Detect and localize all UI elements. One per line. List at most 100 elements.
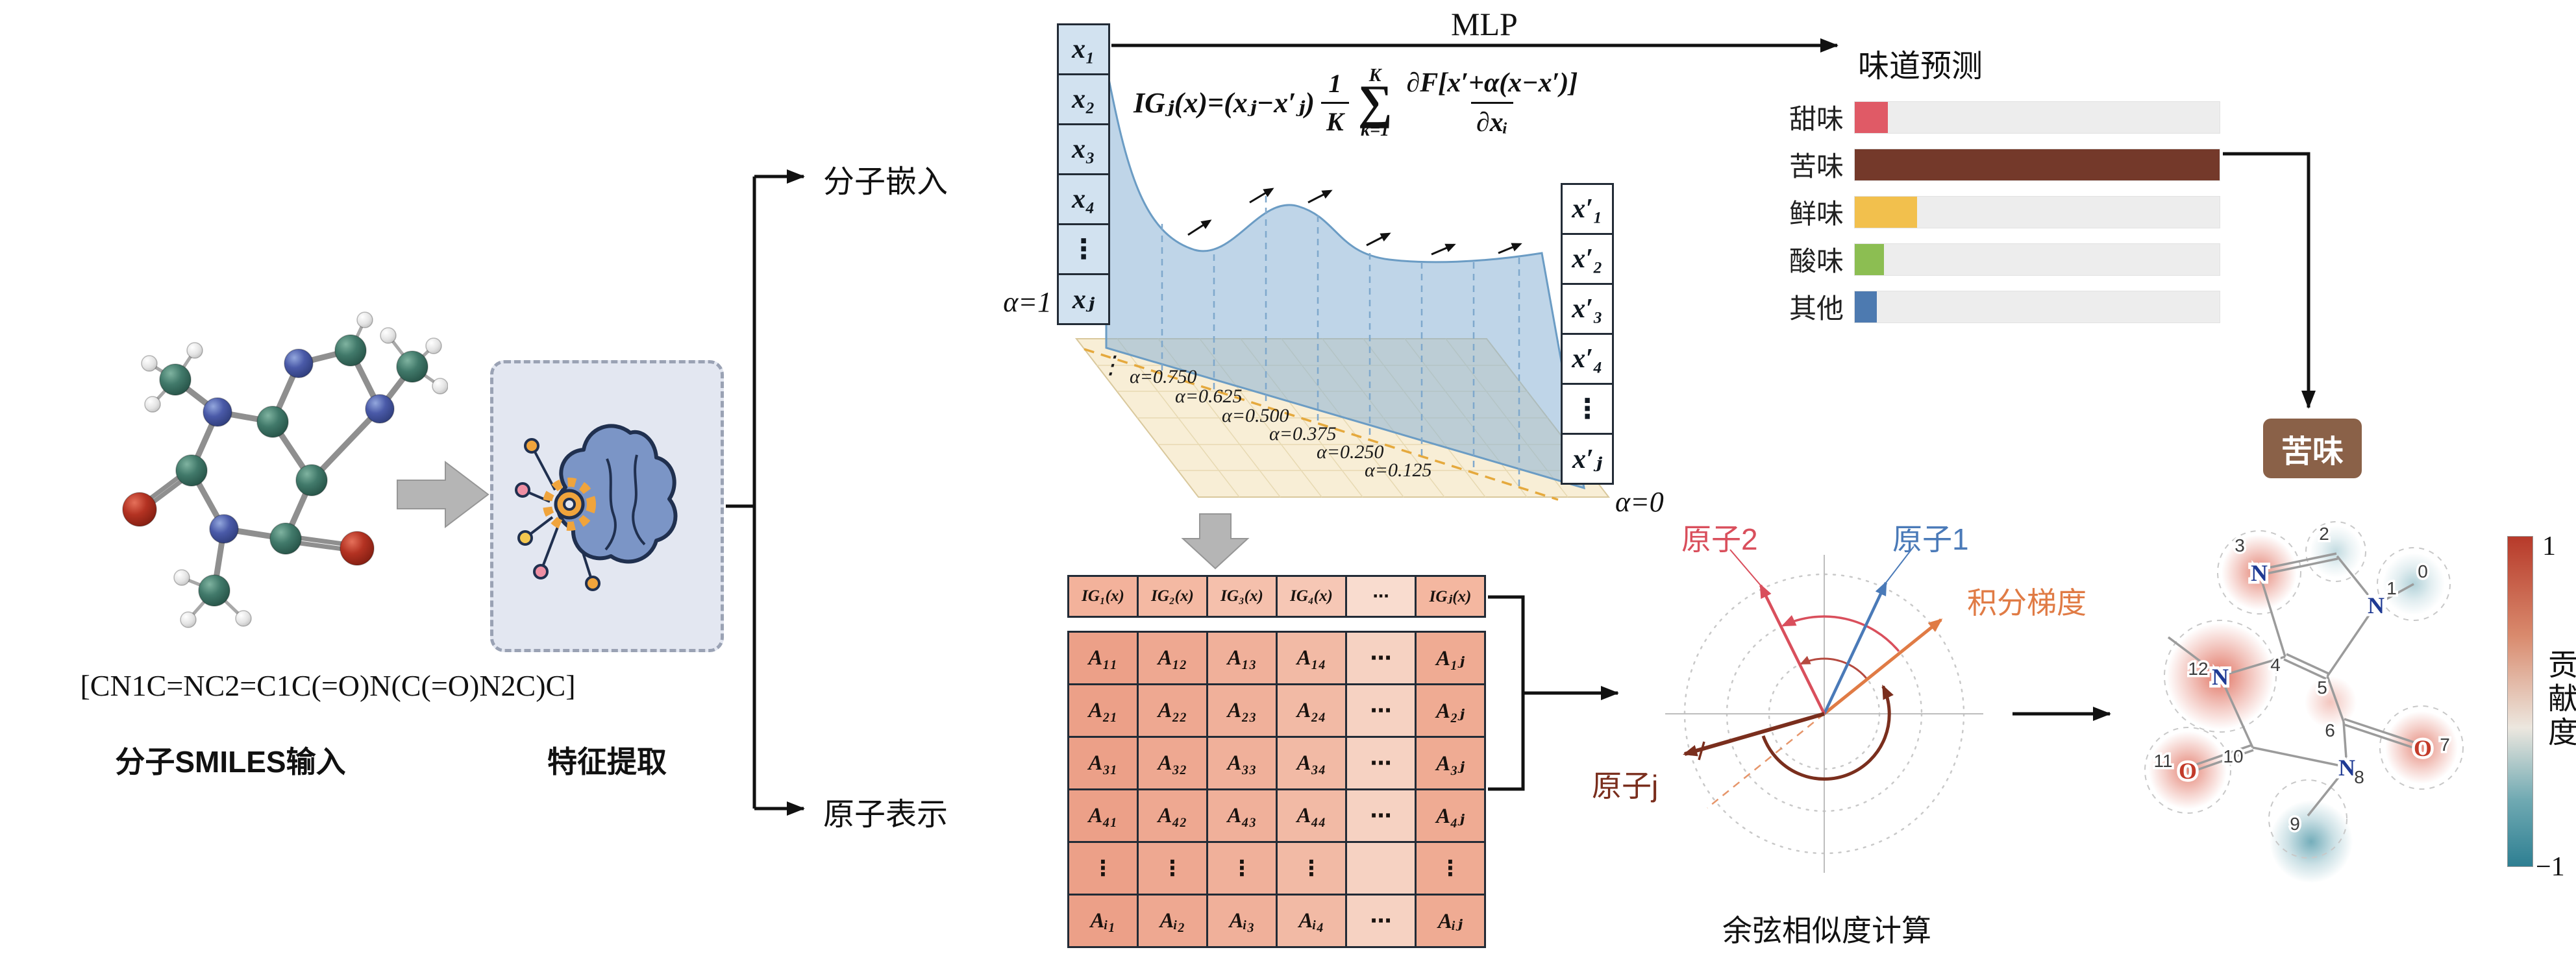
atom-number: 11 bbox=[2153, 751, 2172, 771]
matrix-cell: A₁₁ bbox=[1069, 633, 1137, 683]
x-prime-vector: x′₁ x′₂ x′₃ x′₄ ⋮ x′ⱼ bbox=[1561, 183, 1614, 485]
taste-bar-label: 甜味 bbox=[1789, 104, 1844, 134]
matrix-cell: A₁₃ bbox=[1208, 633, 1276, 683]
atom-symbol: N bbox=[2338, 755, 2355, 781]
matrix-cell: A₁₄ bbox=[1278, 633, 1345, 683]
taste-bar-row: 甜味 bbox=[1789, 97, 2220, 137]
taste-bar-fill bbox=[1855, 149, 2220, 180]
atom1-label: 原子1 bbox=[1892, 522, 1969, 556]
taste-bar-label: 其他 bbox=[1789, 293, 1844, 324]
cosine-similarity-plot bbox=[1665, 546, 1983, 873]
matrix-cell: A₁ⱼ bbox=[1417, 633, 1484, 683]
matrix-cell: Aᵢⱼ bbox=[1417, 896, 1484, 946]
smiles-input-label: 分子SMILES输入 bbox=[115, 745, 346, 779]
x-vector: x₁ x₂ x₃ x₄ ⋮ xⱼ bbox=[1057, 23, 1110, 325]
contribution-blobs bbox=[2149, 526, 2458, 883]
alpha-one-label: α=1 bbox=[1003, 286, 1052, 318]
atom-number: 5 bbox=[2317, 677, 2327, 698]
matrix-cell: ⋯ bbox=[1347, 790, 1415, 841]
alpha-step-label: α=0.750 bbox=[1130, 366, 1197, 387]
result-arrow bbox=[2223, 152, 2316, 409]
atom-matrix: A₁₁ A₁₂ A₁₃ A₁₄ ⋯ A₁ⱼ A₂₁ A₂₂ A₂₃ A₂₄ ⋯ … bbox=[1067, 631, 1486, 948]
atom-representation-label: 原子表示 bbox=[823, 798, 948, 832]
alpha-step-label: α=0.500 bbox=[1222, 405, 1289, 426]
matrix-cell: ⋮ bbox=[1417, 843, 1484, 894]
atom-number: 10 bbox=[2223, 746, 2243, 766]
gear-hole bbox=[563, 498, 576, 511]
branch-line bbox=[726, 177, 756, 809]
matrix-cell: A₂₄ bbox=[1278, 685, 1345, 736]
prediction-result-box: 苦味 bbox=[2263, 419, 2362, 478]
matrix-cell: ⋯ bbox=[1347, 738, 1415, 788]
taste-bar-track bbox=[1854, 243, 2220, 276]
skeleton-bonds bbox=[2167, 552, 2423, 817]
colorbar-max: 1 bbox=[2542, 531, 2556, 561]
angle-arc-atom2 bbox=[1781, 615, 1900, 652]
matrix-cell: ⋮ bbox=[1208, 843, 1276, 894]
colorbar-min: −1 bbox=[2536, 852, 2565, 882]
mlp-label: MLP bbox=[1451, 6, 1518, 42]
alpha-step-label: α=0.625 bbox=[1175, 385, 1243, 407]
matrix-cell: ⋮ bbox=[1278, 843, 1345, 894]
taste-bar-row: 苦味 bbox=[1789, 145, 2220, 184]
x-prime-vector-cell: x′₄ bbox=[1563, 335, 1612, 383]
molecule-to-feature-block-arrow bbox=[397, 460, 489, 529]
surface-to-matrix-block-arrow bbox=[1181, 513, 1250, 570]
atom-symbol: O bbox=[2414, 735, 2432, 761]
integrated-gradient-vector bbox=[1823, 618, 1943, 715]
atom-number: 9 bbox=[2290, 814, 2300, 834]
matrix-cell: A₃₃ bbox=[1208, 738, 1276, 788]
alpha-axis-line bbox=[1084, 348, 1559, 501]
brain-icon bbox=[515, 424, 678, 591]
ig-vector-cell: IG₄(x) bbox=[1278, 577, 1345, 616]
atom-numbers: 0 1 2 3 4 5 6 7 8 9 10 11 12 bbox=[2151, 522, 2452, 836]
matrix-cell: Aᵢ₄ bbox=[1278, 896, 1345, 946]
x-prime-vector-cell: x′₃ bbox=[1563, 285, 1612, 333]
matrix-cell: Aᵢ₃ bbox=[1208, 896, 1276, 946]
x-vector-cell: x₂ bbox=[1059, 75, 1108, 123]
molecular-embedding-label: 分子嵌入 bbox=[823, 165, 948, 199]
brain-shape bbox=[556, 424, 678, 564]
matrix-cell: A₄ⱼ bbox=[1417, 790, 1484, 841]
ig-vector-cell: ⋯ bbox=[1347, 577, 1415, 616]
taste-bar-fill bbox=[1855, 243, 1884, 275]
matrix-cell: A₁₂ bbox=[1139, 633, 1206, 683]
ig-vector-cell: IGⱼ(x) bbox=[1417, 577, 1484, 616]
cosine-title: 余弦相似度计算 bbox=[1722, 914, 1931, 947]
atom-number: 3 bbox=[2235, 535, 2245, 555]
matrix-cell: A₂₃ bbox=[1208, 685, 1276, 736]
x-prime-vector-cell: ⋮ bbox=[1563, 385, 1612, 433]
x-vector-cell: xⱼ bbox=[1059, 275, 1108, 323]
alpha-step-label: α=0.375 bbox=[1269, 423, 1337, 445]
matrix-cell bbox=[1347, 843, 1415, 894]
x-prime-vector-cell: x′ⱼ bbox=[1563, 435, 1612, 483]
feature-extraction-label: 特征提取 bbox=[547, 745, 667, 779]
atom-symbol: N bbox=[2212, 664, 2229, 690]
atom-number: 7 bbox=[2440, 735, 2450, 755]
matrix-cell: A₂₂ bbox=[1139, 685, 1206, 736]
x-vector-cell: x₃ bbox=[1059, 125, 1108, 173]
x-vector-cell: x₄ bbox=[1059, 175, 1108, 223]
taste-bar-fill bbox=[1855, 196, 1917, 228]
matrix-cell: Aᵢ₂ bbox=[1139, 896, 1206, 946]
colorbar-title: 贡献度 bbox=[2544, 649, 2576, 750]
formula-lhs: IGⱼ(x)=(xⱼ−x′ⱼ) bbox=[1133, 87, 1315, 119]
gradient-label: 积分梯度 bbox=[1967, 586, 2087, 620]
angle-arc-atomj bbox=[1761, 684, 1894, 781]
matrix-cell: ⋯ bbox=[1347, 896, 1415, 946]
atom-symbol: O bbox=[2179, 758, 2197, 784]
matrix-cell: A₃₂ bbox=[1139, 738, 1206, 788]
atom2-label: 原子2 bbox=[1681, 522, 1758, 556]
ig-vector-cell: IG₁(x) bbox=[1069, 577, 1137, 616]
atom-symbol: N bbox=[2368, 592, 2384, 618]
integrated-gradients-formula: IGⱼ(x)=(xⱼ−x′ⱼ) 1 K K ∑ k=1 ∂F[x′+α(x−x′… bbox=[1133, 66, 1589, 140]
contribution-molecule: N N N N O O 0 1 2 3 4 5 6 7 8 9 10 11 12 bbox=[2144, 521, 2464, 883]
taste-bar-fill bbox=[1855, 291, 1877, 323]
atom2-vector bbox=[1759, 583, 1826, 714]
taste-bar-row: 其他 bbox=[1789, 287, 2220, 326]
matrix-cell: Aᵢ₁ bbox=[1069, 896, 1137, 946]
matrix-cell: ⋮ bbox=[1139, 843, 1206, 894]
matrix-connector-arrow bbox=[1488, 595, 1618, 791]
x-vector-cell: ⋮ bbox=[1059, 225, 1108, 273]
